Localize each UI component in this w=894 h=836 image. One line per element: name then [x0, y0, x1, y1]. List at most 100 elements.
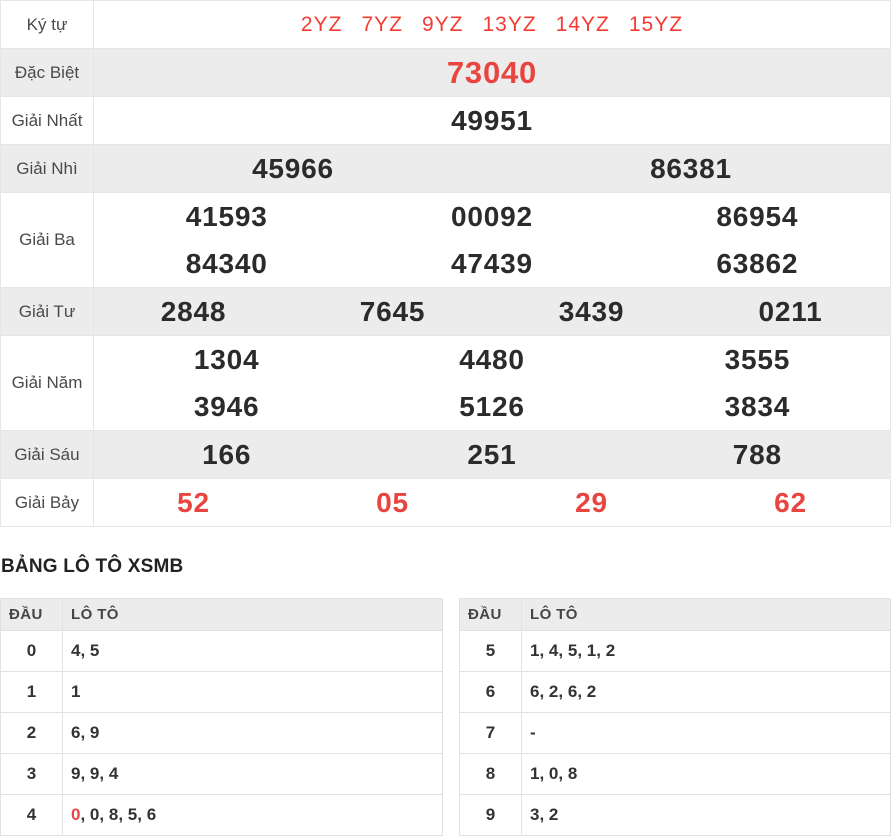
loto-separator: , — [558, 764, 568, 783]
loto-table-head: ĐẦU LÔ TÔ — [0, 598, 443, 631]
symbol-value: 14YZ — [555, 13, 610, 36]
prize-values-cell: 1304 4480 3555 3946 5126 3834 — [93, 335, 891, 431]
prize-row: Giải Nhất 49951 — [0, 96, 891, 145]
loto-dau-cell: 9 — [459, 794, 522, 836]
loto-value: 9 — [71, 764, 81, 783]
loto-value: 8 — [567, 764, 578, 783]
loto-dau-cell: 0 — [0, 630, 63, 672]
prize-results-table: Ký tự 2YZ 7YZ 9YZ 13YZ 14YZ 15YZ Đặc Biệt 73040 G… — [0, 0, 891, 527]
prize-label: Giải Bảy — [0, 478, 94, 527]
loto-header-loto: LÔ TÔ — [62, 598, 443, 631]
prize-value: 788 — [732, 438, 782, 470]
prize-values-cell: 45966 86381 — [93, 144, 891, 193]
loto-value: 9 — [89, 764, 100, 783]
prize-value: 47439 — [451, 247, 533, 279]
loto-value: 6 — [567, 682, 578, 701]
prize-value: 3946 — [193, 390, 260, 422]
prize-values-cell: 2848 7645 3439 0211 — [93, 287, 891, 336]
loto-value: 3 — [530, 805, 540, 824]
prize-value: 2848 — [160, 295, 227, 327]
loto-separator: , — [596, 641, 606, 660]
prize-label: Giải Năm — [0, 335, 94, 431]
symbol-value: 13YZ — [482, 13, 537, 36]
loto-value: 6 — [530, 682, 540, 701]
symbol-value: 9YZ — [421, 13, 464, 36]
prize-value: 3555 — [724, 343, 791, 375]
loto-value: 2 — [586, 682, 597, 701]
prize-values-cell: 49951 — [93, 96, 891, 145]
loto-tables: ĐẦU LÔ TÔ 0 4, 5 1 1 2 6, 9 3 9, 9, 4 4 0, 0, 8, 5,… — [0, 598, 894, 836]
loto-header-row: ĐẦU LÔ TÔ — [459, 598, 891, 631]
prize-label: Ký tự — [0, 0, 94, 49]
loto-value: 4 — [548, 641, 559, 660]
prize-value: 3439 — [558, 295, 625, 327]
loto-section-title: BẢNG LÔ TÔ XSMB — [1, 556, 184, 577]
prize-values-grid: 41593 00092 86954 84340 47439 63862 — [94, 193, 890, 287]
loto-dau-cell: 6 — [459, 671, 522, 713]
prize-values-grid: 166 251 788 — [94, 431, 890, 478]
loto-separator: , — [558, 682, 568, 701]
prize-value: 41593 — [185, 200, 268, 232]
prize-row: Ký tự 2YZ 7YZ 9YZ 13YZ 14YZ 15YZ — [0, 0, 891, 49]
prize-values-grid: 49951 — [94, 97, 890, 144]
loto-value: 9 — [89, 723, 100, 742]
loto-value: 6 — [71, 723, 81, 742]
prize-values-grid: 73040 — [94, 49, 890, 96]
prize-row: Giải Bảy 52 05 29 62 — [0, 478, 891, 527]
prize-label: Giải Nhất — [0, 96, 94, 145]
prize-value: 5126 — [459, 390, 525, 422]
loto-dau-cell: 4 — [0, 794, 63, 836]
prize-value: 166 — [202, 438, 252, 470]
prize-value: 4480 — [459, 343, 525, 375]
loto-row: 3 9, 9, 4 — [0, 753, 443, 795]
loto-value: 2 — [605, 641, 616, 660]
loto-separator: , — [539, 764, 549, 783]
prize-value: 00092 — [451, 200, 533, 232]
prize-value: 49951 — [451, 104, 533, 136]
prize-label: Giải Ba — [0, 192, 94, 288]
loto-dau-cell: 8 — [459, 753, 522, 795]
prize-values-cell: 2YZ 7YZ 9YZ 13YZ 14YZ 15YZ — [93, 0, 891, 49]
prize-value: 251 — [467, 438, 517, 470]
prize-row: Giải Sáu 166 251 788 — [0, 430, 891, 479]
symbol-value: 2YZ — [300, 13, 343, 36]
loto-separator: , — [539, 682, 549, 701]
loto-row: 6 6, 2, 6, 2 — [459, 671, 891, 713]
symbol-value: 7YZ — [361, 13, 403, 36]
prize-values-cell: 52 05 29 62 — [93, 478, 891, 527]
loto-table-head: ĐẦU LÔ TÔ — [459, 598, 891, 631]
loto-value: 0 — [89, 805, 100, 824]
prize-value: 1304 — [193, 343, 260, 375]
symbol-value: 15YZ — [628, 13, 684, 36]
loto-values-cell: 1 — [62, 671, 443, 713]
prize-results-body: Ký tự 2YZ 7YZ 9YZ 13YZ 14YZ 15YZ Đặc Biệt 73040 G… — [0, 0, 891, 527]
loto-row: 2 6, 9 — [0, 712, 443, 754]
prize-row: Giải Năm 1304 4480 3555 3946 5126 3834 — [0, 335, 891, 431]
prize-values-cell: 73040 — [93, 48, 891, 97]
prize-values-cell: 166 251 788 — [93, 430, 891, 479]
loto-value: 1 — [530, 764, 540, 783]
loto-value: 8 — [108, 805, 119, 824]
loto-value: 2 — [548, 682, 559, 701]
loto-table-left: ĐẦU LÔ TÔ 0 4, 5 1 1 2 6, 9 3 9, 9, 4 4 0, 0, 8, 5,… — [0, 598, 443, 836]
loto-row: 0 4, 5 — [0, 630, 443, 672]
prize-value: 45966 — [252, 152, 334, 184]
loto-values-cell: 9, 9, 4 — [62, 753, 443, 795]
loto-value: 2 — [548, 805, 559, 824]
prize-value: 84340 — [185, 247, 268, 279]
loto-table-right: ĐẦU LÔ TÔ 5 1, 4, 5, 1, 2 6 6, 2, 6, 2 7-8 1, 0… — [459, 598, 891, 836]
loto-dau-cell: 1 — [0, 671, 63, 713]
prize-value: 63862 — [716, 247, 799, 279]
loto-row: 9 3, 2 — [459, 794, 891, 836]
loto-values-cell: 1, 4, 5, 1, 2 — [521, 630, 891, 672]
loto-dau-cell: 3 — [0, 753, 63, 795]
loto-separator: , — [558, 641, 568, 660]
loto-separator: , — [80, 723, 90, 742]
loto-row: 7- — [459, 712, 891, 754]
loto-header-loto: LÔ TÔ — [521, 598, 891, 631]
loto-separator: , — [137, 805, 147, 824]
loto-values-cell: 0, 0, 8, 5, 6 — [62, 794, 443, 836]
prize-value: 05 — [376, 486, 409, 518]
prize-value: 29 — [575, 486, 608, 518]
prize-value: 3834 — [724, 390, 791, 422]
